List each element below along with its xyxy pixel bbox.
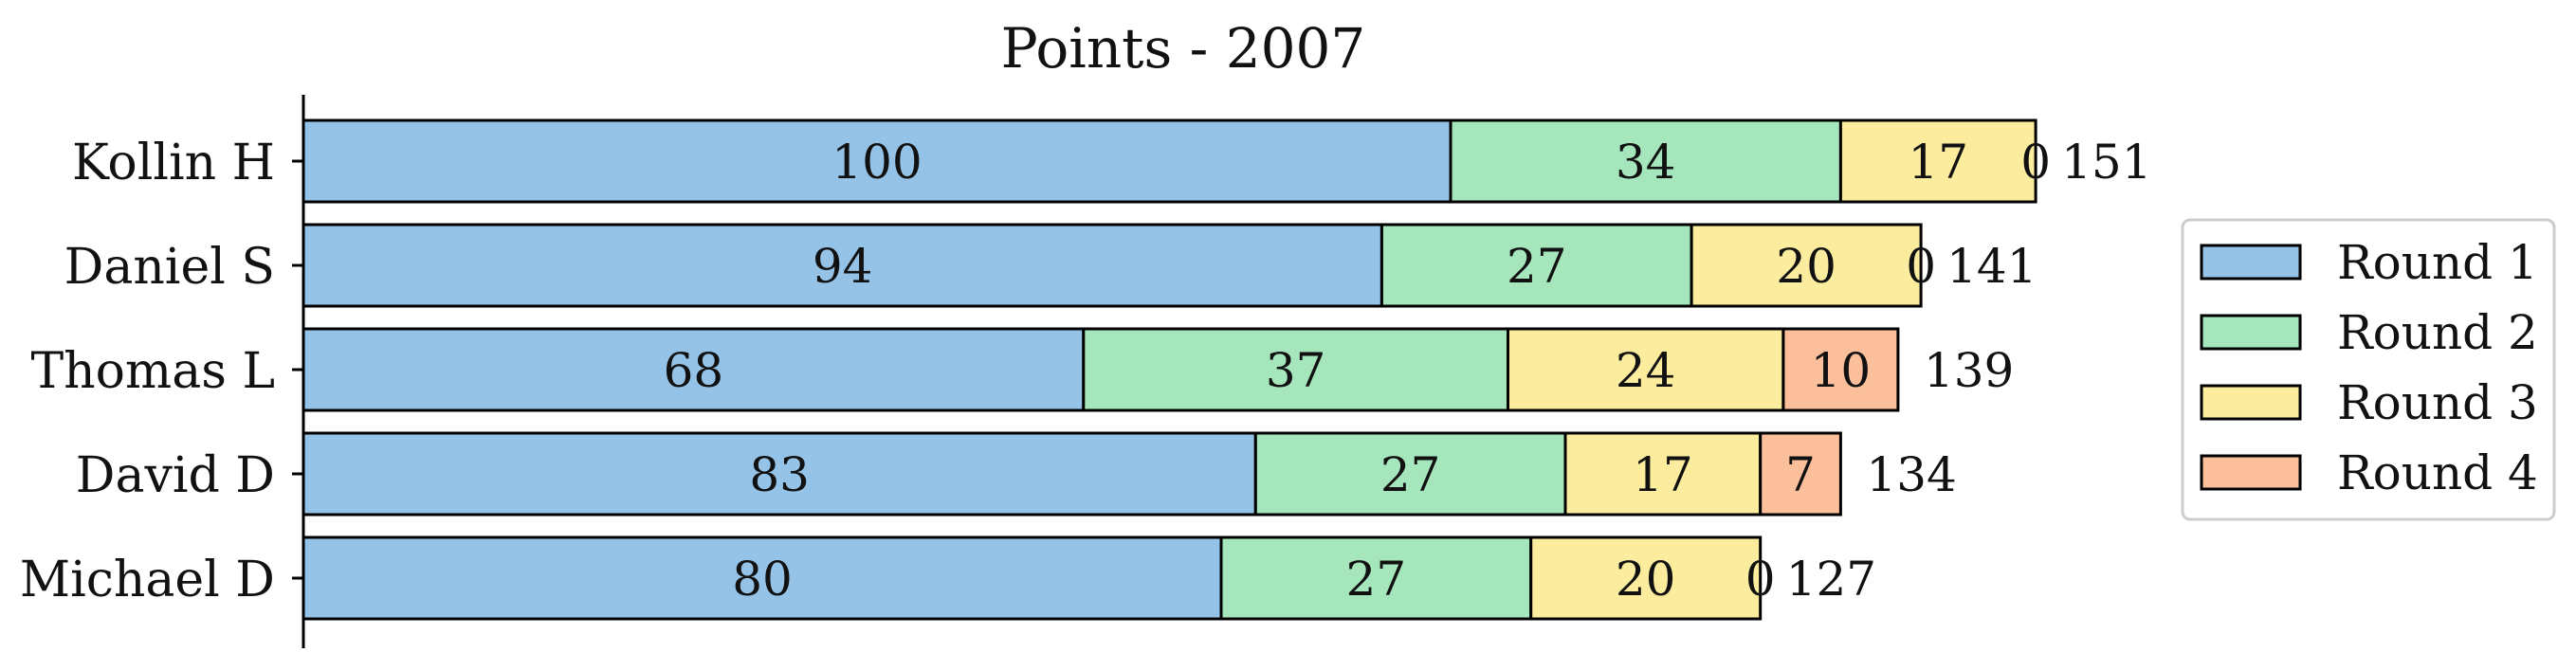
bar-value-label: 20 [1616, 552, 1676, 607]
bar-value-label: 27 [1507, 239, 1567, 294]
bar-value-label: 83 [749, 447, 810, 502]
bar-value-label: 0 [1745, 552, 1776, 607]
legend-label: Round 3 [2337, 375, 2538, 430]
bar-segment [1759, 431, 1842, 517]
legend-swatch [2200, 244, 2302, 281]
bar-segment [1253, 431, 1567, 517]
legend-label: Round 2 [2337, 305, 2538, 360]
bar-segment [1507, 327, 1785, 412]
bar-value-label: 37 [1266, 343, 1326, 398]
bar-value-label: 10 [1811, 343, 1872, 398]
bar-segment [1082, 327, 1510, 412]
legend: Round 1 Round 2 Round 3 Round 4 [2181, 218, 2556, 521]
bar-segment [1838, 118, 2037, 204]
chart-title: Points - 2007 [1001, 16, 1366, 81]
bar-segment [1529, 535, 1763, 621]
bar-value-label: 24 [1616, 343, 1676, 398]
bar-segment [1219, 535, 1533, 621]
bar-value-label: 17 [1908, 135, 1968, 190]
y-tick-label: Daniel S [64, 239, 275, 296]
legend-label: Round 4 [2337, 445, 2538, 500]
legend-swatch [2200, 454, 2302, 491]
bar-value-label: 27 [1346, 552, 1407, 607]
bar-total-label: 141 [1946, 239, 2037, 294]
y-tick-label: Michael D [20, 552, 275, 608]
bar-total-label: 139 [1924, 343, 2014, 398]
bar-value-label: 68 [664, 343, 724, 398]
legend-label: Round 1 [2337, 235, 2538, 290]
legend-swatch [2200, 314, 2302, 351]
bar-value-label: 17 [1633, 447, 1693, 502]
bar-segment [1781, 327, 1900, 412]
y-tick-label: Thomas L [30, 343, 275, 400]
y-tick-label: Kollin H [72, 135, 275, 191]
legend-frame [2181, 218, 2556, 521]
bar-value-label: 34 [1616, 135, 1676, 190]
bar-total-label: 151 [2061, 135, 2151, 190]
bar-value-label: 0 [1906, 239, 1936, 294]
bar-segment [1449, 118, 1842, 204]
bar-segment [1563, 431, 1763, 517]
bar-value-label: 0 [2020, 135, 2051, 190]
bar-value-label: 20 [1776, 239, 1836, 294]
bar-total-label: 134 [1866, 447, 1956, 502]
y-tick-label: David D [76, 447, 275, 504]
bar-value-label: 100 [831, 135, 922, 190]
bar-value-label: 94 [813, 239, 873, 294]
bar-total-label: 127 [1786, 552, 1876, 607]
bar-value-label: 80 [732, 552, 793, 607]
legend-swatch [2200, 384, 2302, 421]
bar-value-label: 27 [1380, 447, 1441, 502]
bar-value-label: 7 [1785, 447, 1816, 502]
bar-segment [1690, 223, 1923, 308]
